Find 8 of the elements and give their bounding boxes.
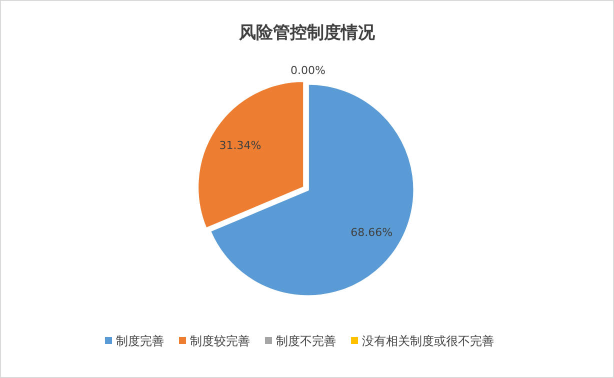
legend-label: 制度较完善 (190, 334, 250, 348)
text: 0.00% (290, 64, 326, 77)
legend-label: 没有相关制度或很不完善 (362, 334, 494, 348)
chart-title: 风险管控制度情况 (238, 23, 376, 43)
data-label: 31.34% (219, 139, 262, 152)
legend-label: 制度完善 (116, 334, 164, 348)
legend-label: 制度不完善 (276, 334, 336, 348)
data-label: 68.66% (350, 226, 393, 240)
